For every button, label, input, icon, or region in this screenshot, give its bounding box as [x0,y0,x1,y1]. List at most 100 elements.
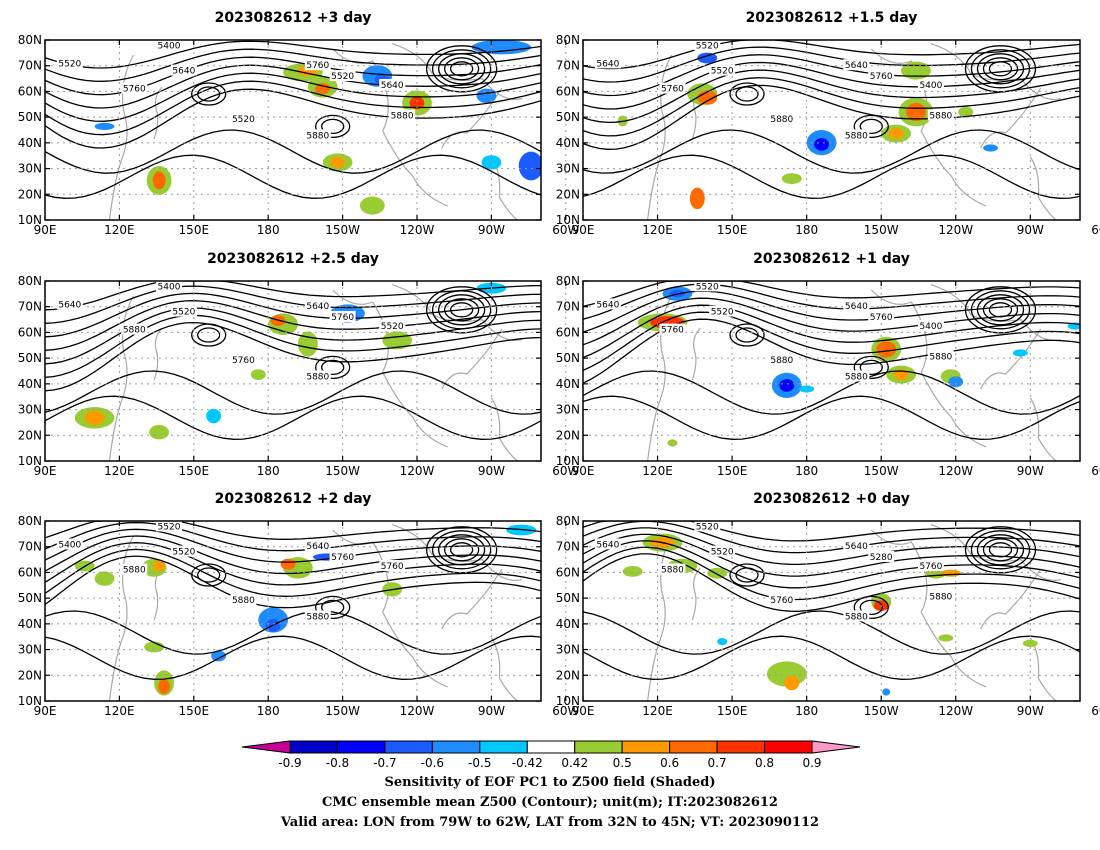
contour-ring [431,530,492,570]
contour-ring [859,359,883,376]
x-tick-label: 180 [795,223,818,237]
contour-ring [988,542,1013,558]
sensitivity-shading [938,634,954,642]
sensitivity-shading [94,122,115,130]
contour-label: 5880 [845,372,868,382]
contour-label: 5760 [661,326,684,336]
sensitivity-shading [784,675,800,691]
y-tick-label: 50N [18,110,42,124]
contour-line [45,635,541,680]
contour-label-bg [304,610,331,622]
contour-label: 5880 [306,131,329,141]
contour-ring [321,118,345,135]
contour-label: 5760 [919,562,942,572]
contour-label-bg [389,109,416,121]
contour-ring [443,538,480,562]
y-tick-label: 10N [18,694,42,708]
y-tick-label: 10N [556,454,580,468]
contour-ring [735,86,759,102]
contour-label: 5760 [232,356,255,366]
y-tick-label: 40N [556,377,580,391]
contour-line [45,154,541,199]
sensitivity-shading [781,173,802,185]
contour-label: 5520 [172,308,195,318]
sensitivity-shading [779,379,795,392]
contour-label: 5880 [929,112,952,122]
contour-ring [191,323,227,347]
contour-label-bg [156,520,182,532]
x-tick-label: 120W [400,704,435,718]
contour-label-bg [768,113,795,125]
contour-label-bg [121,82,148,94]
coastline [441,328,503,390]
x-tick-label: 90E [572,704,595,718]
x-tick-label: 150W [864,464,899,478]
panels: 2023082612 +3 day54005520564057605520564… [18,10,1100,718]
panel-frame [44,39,542,221]
contour-ring [443,57,480,81]
y-tick-label: 40N [556,136,580,150]
x-tick-label: 150E [717,223,748,237]
captions: Sensitivity of EOF PC1 to Z500 field (Sh… [280,775,819,830]
panel-4: 2023082612 +1 day55205640552056405760540… [556,251,1100,478]
contour-line [45,528,541,563]
colorbar-box [526,740,576,754]
sensitivity-shading [1022,639,1038,648]
contour-line [45,395,541,440]
sensitivity-shading [149,425,169,440]
sensitivity-shading [888,128,904,140]
caption-line: Valid area: LON from 79W to 62W, LAT fro… [280,815,819,830]
contour-label-bg [304,540,331,552]
y-tick-label: 30N [18,643,42,657]
coastline [870,289,987,448]
contour-ring [729,82,765,106]
contour-label-bg [927,590,954,602]
x-tick-label: 120E [642,704,673,718]
sensitivity-shading [518,151,541,181]
sensitivity-shading [409,96,425,110]
contour-label-bg [56,57,83,69]
y-tick-label: 80N [556,514,580,528]
x-tick-label: 90E [34,464,57,478]
y-tick-label: 70N [556,540,580,554]
x-tick-label: 60W [1091,464,1100,478]
contour-ring [976,534,1025,566]
contour-label-bg [709,305,736,317]
contour-label: 5520 [696,41,719,51]
contour-ring [197,86,221,102]
y-tick-label: 50N [18,591,42,605]
contour-ring [964,526,1037,574]
sensitivity-shading [717,638,728,646]
y-tick-label: 60N [18,565,42,579]
contour-label-bg [379,79,406,90]
contour-line [583,69,1080,124]
contour-label-bg [56,538,83,550]
contour-line [45,610,541,655]
contour-label-bg [843,129,870,141]
contour-label-bg [379,320,406,331]
y-tick-label: 50N [556,110,580,124]
sensitivity-shading [206,408,222,424]
contour-label-bg [329,551,356,562]
contour-label-bg [659,323,686,335]
coastline [332,289,448,448]
colorbar-box [716,740,766,754]
sensitivity-shading [250,369,266,380]
colorbar-box [384,740,433,754]
y-tick-label: 80N [556,33,580,47]
x-tick-label: 60W [1091,223,1100,237]
contour-label: 5760 [331,313,354,323]
coastline [490,637,519,701]
contour-label-bg [917,79,944,90]
x-tick-label: 120W [938,464,973,478]
y-tick-label: 70N [18,59,42,73]
sensitivity-shading [84,410,105,425]
coastline [332,48,448,207]
sensitivity-shading [667,439,678,447]
x-tick-label: 120W [938,704,973,718]
panel-5: 2023082612 +2 day55205400552056405760576… [18,491,580,718]
contour-line [45,80,541,136]
panel-title: 2023082612 +0 day [753,491,910,507]
y-tick-label: 60N [556,565,580,579]
contour-ring [970,290,1031,330]
